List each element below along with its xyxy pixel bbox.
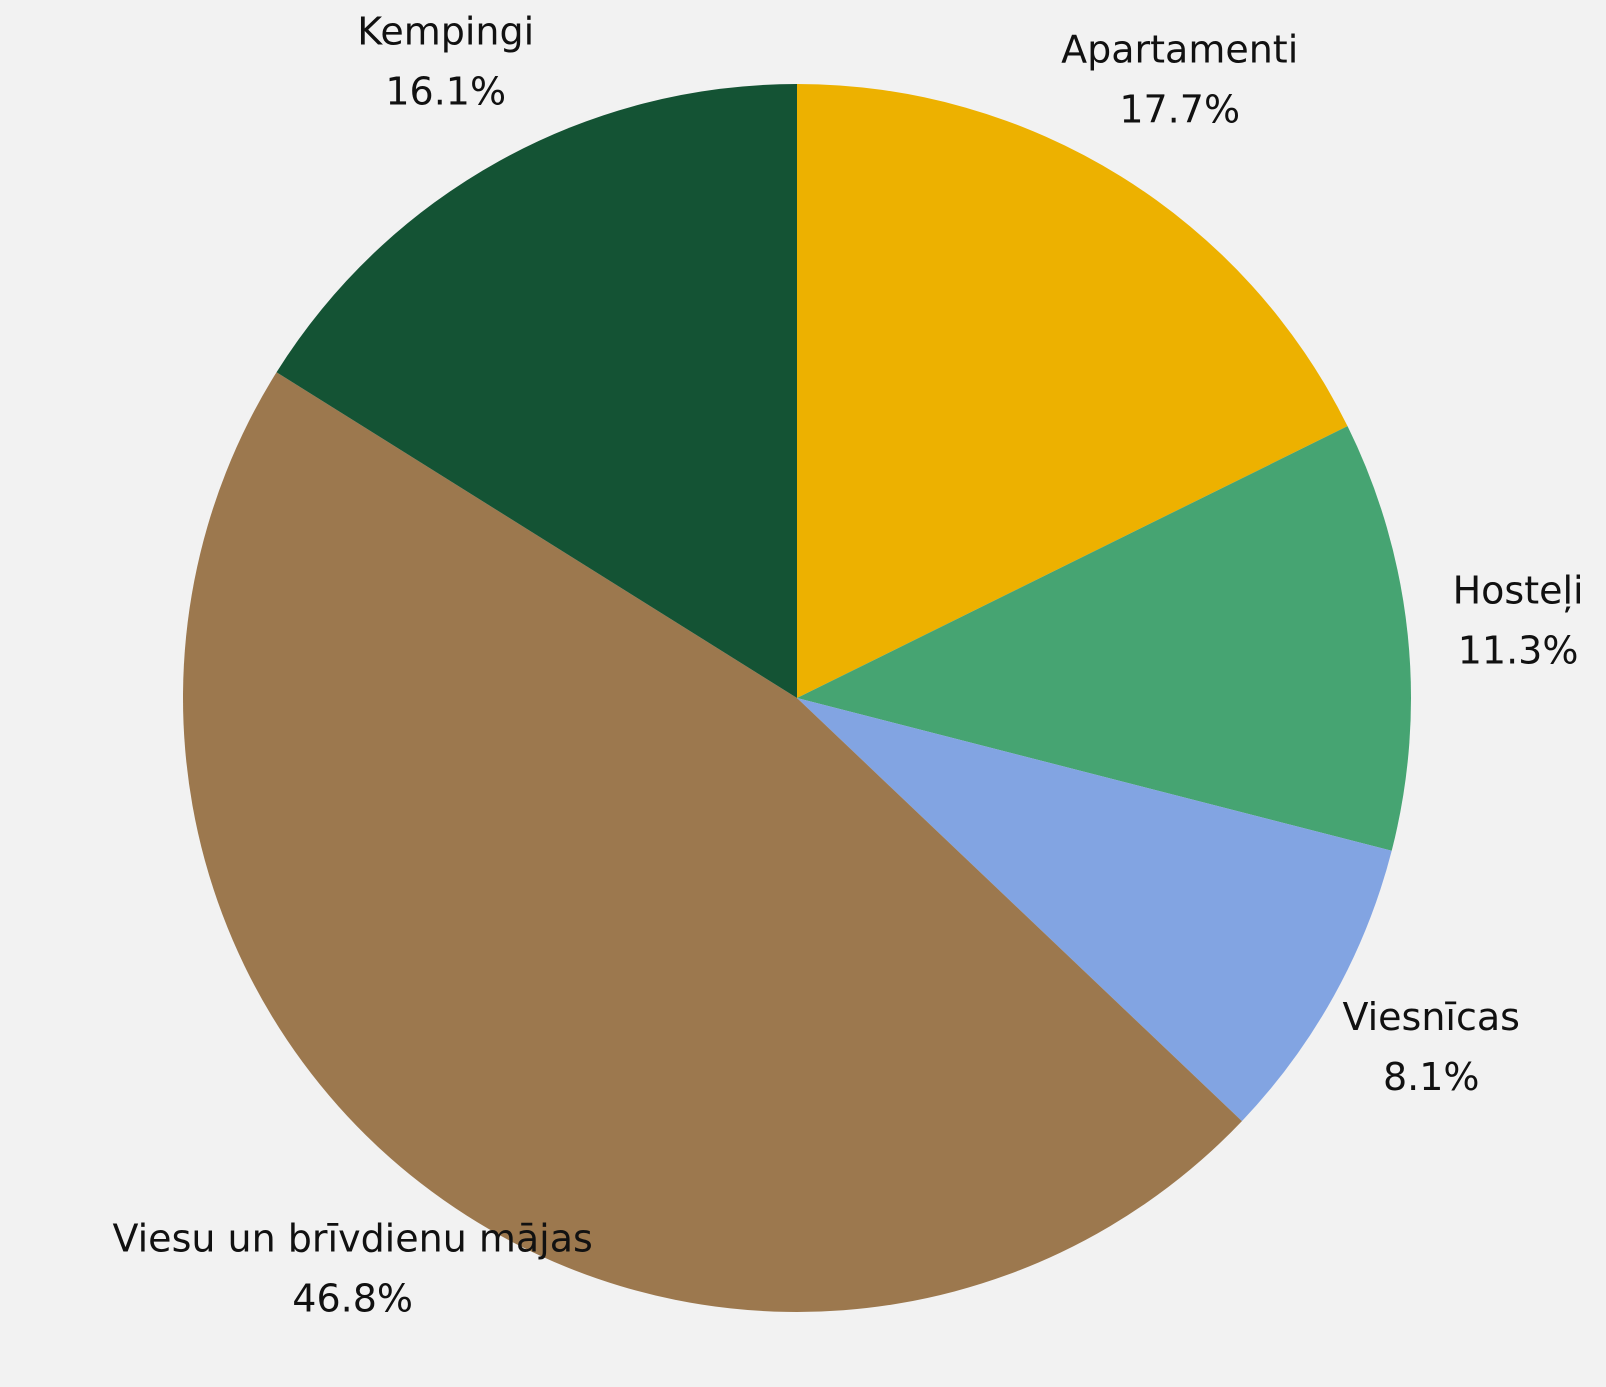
pie-slice xyxy=(797,84,1348,698)
pie-slice xyxy=(183,372,1242,1312)
pie-slice xyxy=(276,84,797,698)
slice-value-label: 46.8% xyxy=(292,1276,413,1320)
slice-value-label: 11.3% xyxy=(1458,628,1579,672)
slice-label: Kempingi xyxy=(357,9,534,53)
slice-label: Viesnīcas xyxy=(1342,995,1520,1039)
slice-label: Viesu un brīvdienu mājas xyxy=(112,1216,592,1260)
slice-value-label: 8.1% xyxy=(1383,1055,1480,1099)
pie-slice xyxy=(797,698,1392,1122)
pie-slice xyxy=(797,426,1411,851)
slice-label: Hosteļi xyxy=(1453,568,1584,612)
slice-label: Apartamenti xyxy=(1061,28,1298,72)
slice-value-label: 16.1% xyxy=(385,69,506,113)
slice-value-label: 17.7% xyxy=(1119,88,1240,132)
